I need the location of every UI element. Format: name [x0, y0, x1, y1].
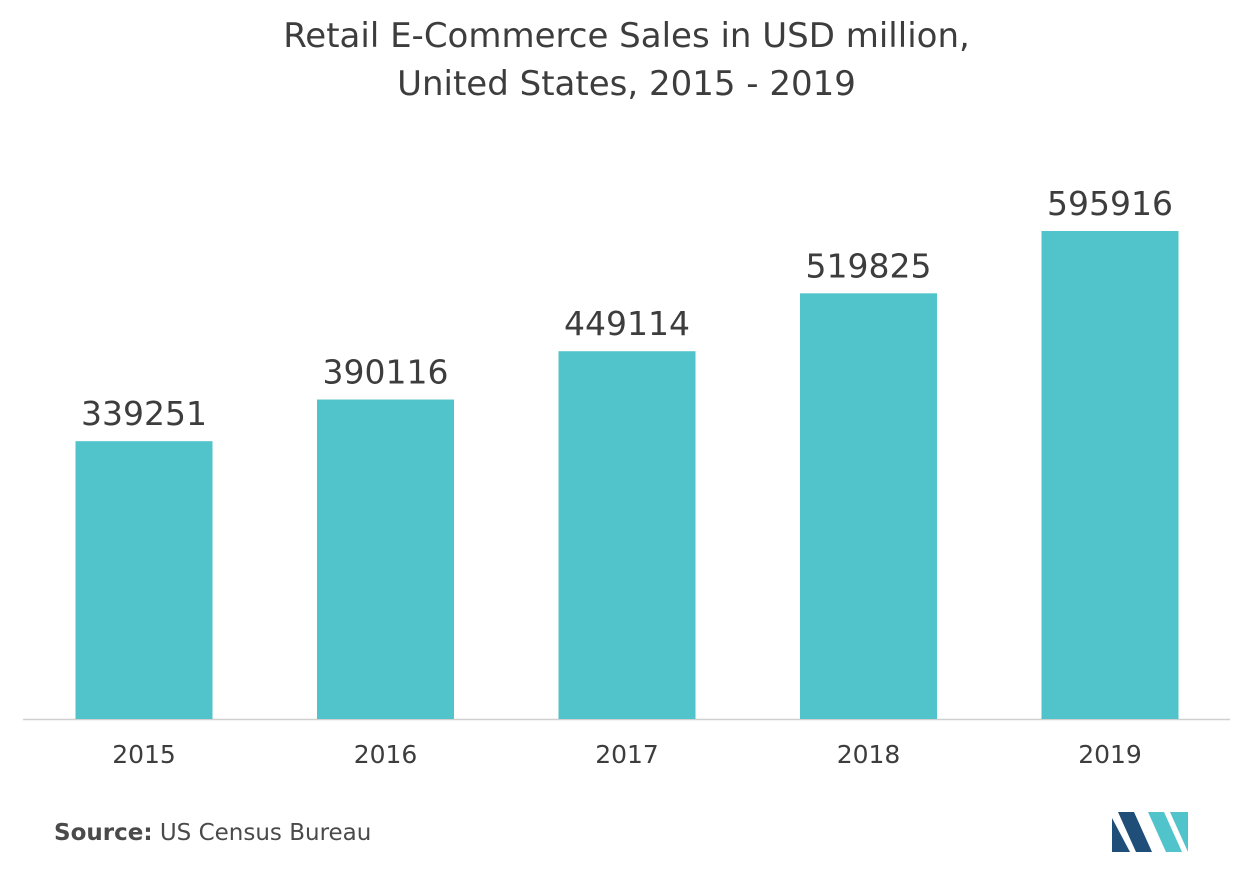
data-label-2016: 390116	[323, 353, 449, 392]
x-tick-label-2018: 2018	[837, 740, 901, 769]
source-label: Source:	[54, 820, 153, 846]
chart-title-line-2: United States, 2015 - 2019	[397, 64, 856, 104]
x-tick-label-2015: 2015	[112, 740, 176, 769]
source-note: Source: US Census Bureau	[54, 820, 371, 846]
x-tick-label-2017: 2017	[595, 740, 659, 769]
x-tick-label-2016: 2016	[354, 740, 418, 769]
x-tick-label-2019: 2019	[1078, 740, 1142, 769]
bar-2016	[317, 399, 454, 719]
source-text: US Census Bureau	[159, 820, 372, 846]
bar-2017	[558, 351, 696, 719]
mordor-intelligence-logo-icon	[1112, 812, 1188, 852]
chart-title: Retail E-Commerce Sales in USD million, …	[0, 12, 1253, 108]
bar-2019	[1041, 231, 1179, 719]
data-label-2017: 449114	[564, 304, 690, 343]
data-label-2019: 595916	[1047, 184, 1173, 223]
chart-title-line-1: Retail E-Commerce Sales in USD million,	[283, 16, 970, 56]
bar-2015	[75, 441, 213, 719]
data-label-2015: 339251	[81, 394, 207, 433]
data-label-2018: 519825	[806, 246, 932, 285]
bar-2018	[800, 293, 937, 719]
